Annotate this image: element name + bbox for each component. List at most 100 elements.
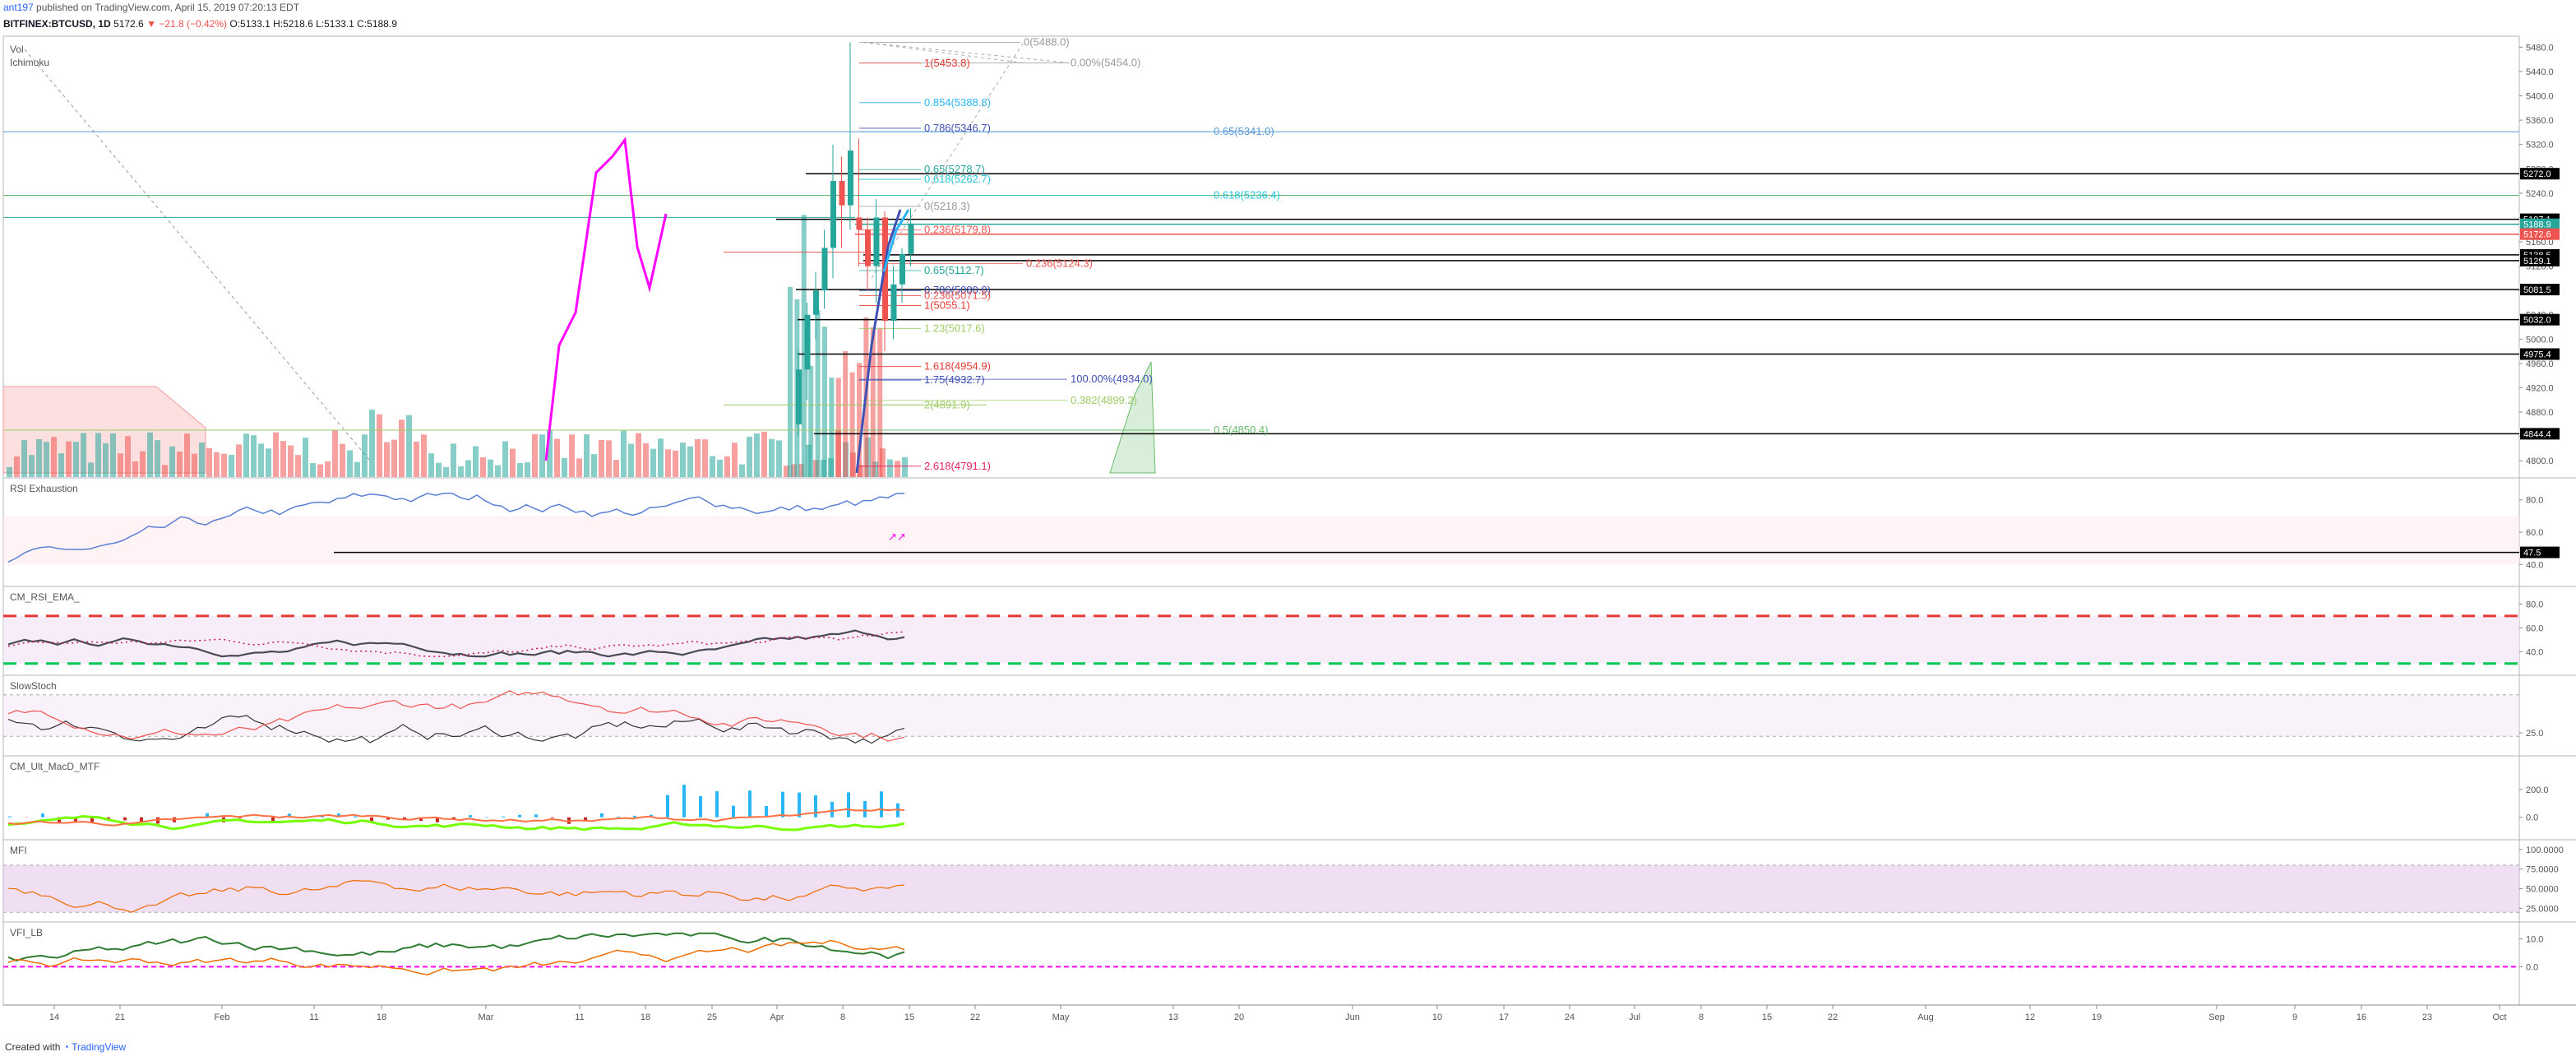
volume-bar [539,434,545,477]
fib-level-label: 100.00%(4934.0) [1071,373,1153,385]
fib-level-label: 1.75(4932.7) [924,373,985,386]
macd-histogram-bar [8,816,12,818]
volume-bar [147,432,153,477]
y-tick-label: 0.0 [2526,813,2538,823]
macd-histogram-bar [485,817,488,818]
macd-histogram-bar [436,817,439,822]
rsi-ema-signal [7,631,905,657]
y-tick-label: 4880.0 [2526,408,2554,418]
stoch-k-line [7,715,905,744]
y-tick-label: 25.0 [2526,729,2543,739]
volume-bar [808,365,814,477]
x-tick-label: Jun [1345,1012,1360,1022]
pane-label-vol: Vol [10,44,24,55]
x-tick-label: 15 [904,1012,914,1022]
volume-bar [229,455,234,477]
x-tick-label: May [1052,1012,1070,1022]
volume-bar [132,461,138,477]
pane-label-mfi: MFI [10,845,27,856]
x-tick-label: 18 [377,1012,386,1022]
footer-brand[interactable]: TradingView [72,1041,127,1053]
x-tick-label: 15 [1762,1012,1772,1022]
y-tick-label: 5440.0 [2526,67,2554,77]
candle-body [839,181,845,206]
x-tick-label: 25 [707,1012,717,1022]
y-tick-label: 25.0000 [2526,904,2559,914]
volume-bar [606,440,612,477]
volume-bar [798,464,804,477]
publish-header: ant197 published on TradingView.com, Apr… [3,2,299,13]
y-tick-label: 60.0 [2526,623,2543,633]
fib-level-label: 0.236(5124.3) [1026,257,1093,269]
volume-bar [695,438,701,477]
y-tick-label: 75.0000 [2526,865,2559,875]
macd-histogram-bar [288,813,291,818]
macd-histogram-bar [863,800,867,818]
volume-bar [58,453,64,477]
macd-line [7,814,905,832]
fib-level-label: 0.65(5341.0) [1214,125,1274,137]
y-tick-label: 200.0 [2526,785,2549,795]
volume-bar [258,443,264,477]
price-tag-bg [2520,546,2560,558]
volume-bar [273,432,279,477]
volume-bar [399,419,405,477]
volume-bar [428,453,434,477]
volume-bar [303,438,308,477]
x-tick-label: 22 [970,1012,980,1022]
x-tick-label: 22 [1828,1012,1838,1022]
author-link[interactable]: ant197 [3,2,34,13]
volume-bar [569,434,575,477]
volume-bar [849,372,855,477]
volume-bar [317,464,323,477]
y-tick-label: 40.0 [2526,560,2543,570]
volume-bar [815,310,821,477]
macd-histogram-bar [337,813,340,818]
candle-body [796,369,802,424]
price-tag-label: 4975.4 [2523,350,2551,360]
volume-bar [332,430,338,477]
volume-bar [155,440,160,477]
macd-histogram-bar [370,817,373,822]
candle-body [848,151,853,206]
volume-bar [532,433,538,477]
y-tick-label: 5160.0 [2526,238,2554,248]
pane-label-slowstoch: SlowStoch [10,680,57,692]
fib-level-label: 1.23(5017.6) [924,322,985,334]
volume-bar [221,453,227,477]
macd-histogram-bar [699,795,702,818]
price-tag-bg [2520,428,2560,440]
fib-level-label: 0.65(5278.7) [924,163,985,175]
y-tick-label: 40.0 [2526,647,2543,657]
volume-bar [776,440,782,477]
y-tick-label: 100.0000 [2526,846,2564,855]
volume-bar [125,436,131,477]
volume-bar [621,430,627,477]
rsi-exhaustion-line [7,493,905,563]
candle-body [804,314,811,370]
volume-bar [414,442,419,477]
volume-bar [643,442,649,477]
volume-bar [162,465,168,477]
x-tick-label: 16 [2356,1012,2366,1022]
volume-bar [525,462,530,477]
volume-bar [347,450,353,477]
fib-level-label: 0.618(5236.4) [1214,189,1280,202]
macd-histogram-bar [74,817,77,822]
macd-histogram-bar [469,815,472,818]
fib-level-label: 0.00%(5454.0) [1071,57,1140,69]
volume-bar [443,466,449,477]
volume-bar [406,415,412,477]
stoch-band [3,694,2519,737]
volume-bar [184,433,190,477]
y-tick-label: 10.0 [2526,935,2543,945]
x-tick-label: Sep [2208,1012,2225,1022]
volume-bar [7,466,12,477]
x-tick-label: Apr [770,1012,784,1022]
x-tick-label: 14 [49,1012,59,1022]
pane-label-cm-ult-macd: CM_Ult_MacD_MTF [10,761,99,772]
volume-bar [473,446,479,477]
macd-histogram-bar [781,791,784,818]
vfi-line [7,932,905,962]
